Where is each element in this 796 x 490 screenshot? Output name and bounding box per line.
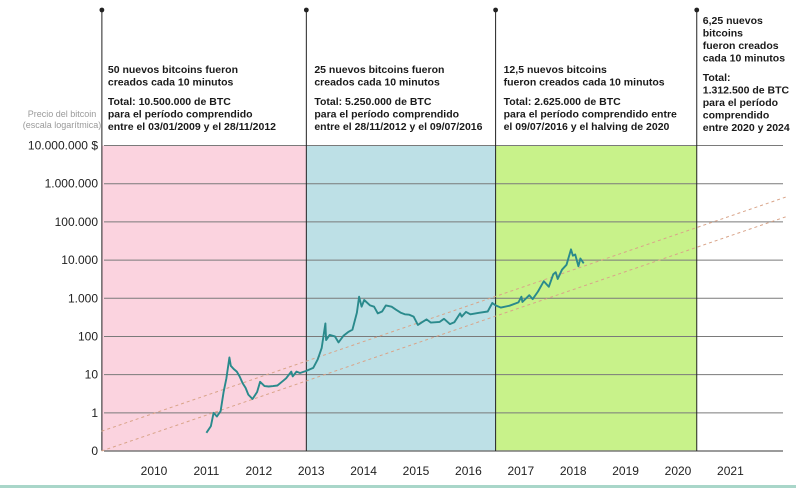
y-tick-label: 0 bbox=[91, 444, 98, 458]
annotation-line: Total: 10.500.000 de BTC bbox=[108, 96, 231, 108]
gridlines bbox=[104, 145, 783, 452]
era-annotation-3: 12,5 nuevos bitcoins fueron creados cada … bbox=[504, 64, 677, 133]
x-tick-label: 2019 bbox=[612, 464, 639, 478]
x-tick-label: 2016 bbox=[455, 464, 482, 478]
era-annotation-1: 50 nuevos bitcoins fueron creados cada 10… bbox=[108, 64, 276, 133]
x-tick-label: 2017 bbox=[507, 464, 534, 478]
era-annotation-4: 6,25 nuevos bitcoins fueron creados cada 10… bbox=[703, 15, 790, 134]
y-tick-label: 1 bbox=[91, 406, 98, 420]
bottom-rule bbox=[0, 485, 796, 488]
halving-dot bbox=[99, 7, 105, 13]
trendline bbox=[101, 215, 788, 452]
annotation-line: comprendido bbox=[703, 110, 770, 122]
y-tick-label: 100.000 bbox=[55, 215, 99, 229]
y-axis-label-sub: (escala logarítmica) bbox=[23, 120, 102, 130]
annotation-line: Total: bbox=[703, 72, 731, 84]
x-tick-label: 2010 bbox=[141, 464, 168, 478]
y-axis-ticks: 10.000.000 $ 1.000.000 100.000 10.000 1.000 1… bbox=[28, 139, 98, 459]
annotation-line: fueron creados cada 10 minutos bbox=[504, 77, 665, 89]
annotation-line: para el período comprendido bbox=[314, 109, 459, 121]
trendlines bbox=[101, 196, 788, 452]
trendline bbox=[101, 196, 788, 432]
era-annotation-2: 25 nuevos bitcoins fueron creados cada 10… bbox=[314, 64, 482, 133]
annotation-line: 25 nuevos bitcoins fueron bbox=[314, 64, 444, 76]
annotation-line: entre el 03/01/2009 y el 28/11/2012 bbox=[108, 121, 276, 133]
halving-dot bbox=[493, 7, 499, 13]
halving-markers bbox=[99, 7, 700, 451]
x-tick-label: 2012 bbox=[245, 464, 272, 478]
halving-dot bbox=[694, 7, 700, 13]
y-tick-label: 10.000 bbox=[61, 253, 98, 267]
annotation-line: Total: 2.625.000 de BTC bbox=[504, 96, 622, 108]
halving-dot bbox=[303, 7, 309, 13]
annotation-line: fueron creados bbox=[703, 40, 779, 52]
annotation-line: bitcoins bbox=[703, 28, 743, 40]
annotation-line: para el período comprendido bbox=[108, 109, 253, 121]
y-tick-label: 1.000 bbox=[68, 291, 98, 305]
era-annotations: 50 nuevos bitcoins fueron creados cada 10… bbox=[108, 15, 790, 134]
x-tick-label: 2018 bbox=[560, 464, 587, 478]
x-tick-label: 2015 bbox=[403, 464, 430, 478]
x-tick-label: 2020 bbox=[665, 464, 692, 478]
y-tick-label: 10.000.000 $ bbox=[28, 139, 98, 153]
annotation-line: para el período comprendido entre bbox=[504, 109, 677, 121]
annotation-line: 1.312.500 de BTC bbox=[703, 85, 790, 97]
annotation-line: Total: 5.250.000 de BTC bbox=[314, 96, 432, 108]
annotation-line: cada 10 minutos bbox=[703, 53, 785, 65]
annotation-line: 12,5 nuevos bitcoins bbox=[504, 64, 607, 76]
annotation-line: para el período bbox=[703, 97, 778, 109]
annotation-line: creados cada 10 minutos bbox=[108, 77, 234, 89]
x-tick-label: 2013 bbox=[298, 464, 325, 478]
annotation-line: 6,25 nuevos bbox=[703, 15, 763, 27]
y-axis-label: Precio del bitcoin bbox=[28, 109, 97, 119]
y-tick-label: 10 bbox=[85, 368, 99, 382]
price-series bbox=[205, 248, 585, 434]
y-tick-label: 1.000.000 bbox=[45, 177, 99, 191]
annotation-line: entre 2020 y 2024 bbox=[703, 122, 790, 134]
x-tick-label: 2014 bbox=[350, 464, 377, 478]
annotation-line: creados cada 10 minutos bbox=[314, 77, 440, 89]
x-axis-ticks: 2010 2011 2012 2013 2014 2015 2016 2017 2018 2019… bbox=[141, 464, 744, 478]
annotation-line: el 09/07/2016 y el halving de 2020 bbox=[504, 121, 670, 133]
annotation-line: 50 nuevos bitcoins fueron bbox=[108, 64, 238, 76]
annotation-line: entre el 28/11/2012 y el 09/07/2016 bbox=[314, 121, 482, 133]
y-tick-label: 100 bbox=[78, 329, 98, 343]
x-tick-label: 2021 bbox=[717, 464, 744, 478]
x-tick-label: 2011 bbox=[193, 464, 219, 478]
price-line bbox=[205, 248, 585, 434]
